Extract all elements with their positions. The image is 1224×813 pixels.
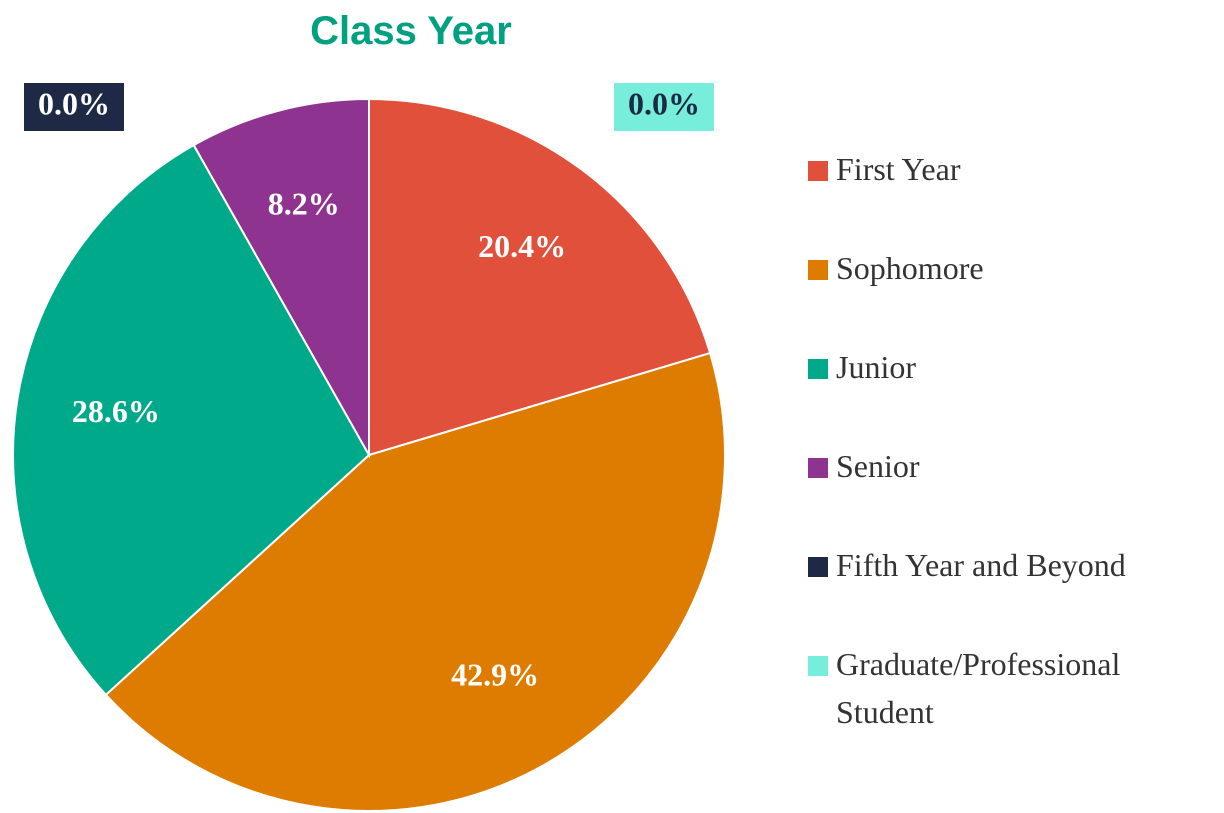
data-label: 0.0%	[38, 85, 110, 121]
data-label-box	[24, 83, 124, 131]
legend-swatch	[808, 656, 828, 676]
legend-item: Junior	[808, 343, 1208, 442]
pie-slice	[192, 97, 370, 459]
legend-item: Fifth Year and Beyond	[808, 541, 1208, 640]
data-label: 42.9%	[451, 656, 539, 692]
data-label: 0.0%	[628, 85, 700, 121]
chart-title: Class Year	[310, 9, 512, 53]
legend-item: Sophomore	[808, 244, 1208, 343]
legend-label: Sophomore	[836, 250, 984, 286]
legend-label: First Year	[836, 151, 961, 187]
pie-slice	[12, 143, 371, 697]
legend-label: Senior	[836, 448, 920, 484]
pie-slice	[104, 351, 726, 812]
legend-swatch	[808, 359, 828, 379]
pie-slice	[368, 97, 712, 457]
legend-swatch	[808, 458, 828, 478]
legend-label: Fifth Year and Beyond	[836, 547, 1126, 583]
legend-item: First Year	[808, 145, 1208, 244]
legend-swatch	[808, 260, 828, 280]
legend-label: Junior	[836, 349, 916, 385]
legend-item: Senior	[808, 442, 1208, 541]
legend: First Year Sophomore Junior Senior Fifth Yea…	[808, 145, 1208, 739]
data-label: 8.2%	[268, 185, 340, 221]
data-label-box	[614, 83, 714, 131]
legend-item: Graduate/Professional Student	[808, 640, 1208, 739]
data-label: 28.6%	[72, 393, 160, 429]
legend-swatch	[808, 161, 828, 181]
legend-swatch	[808, 557, 828, 577]
legend-label: Graduate/Professional Student	[836, 646, 1121, 730]
data-label: 20.4%	[478, 228, 566, 264]
